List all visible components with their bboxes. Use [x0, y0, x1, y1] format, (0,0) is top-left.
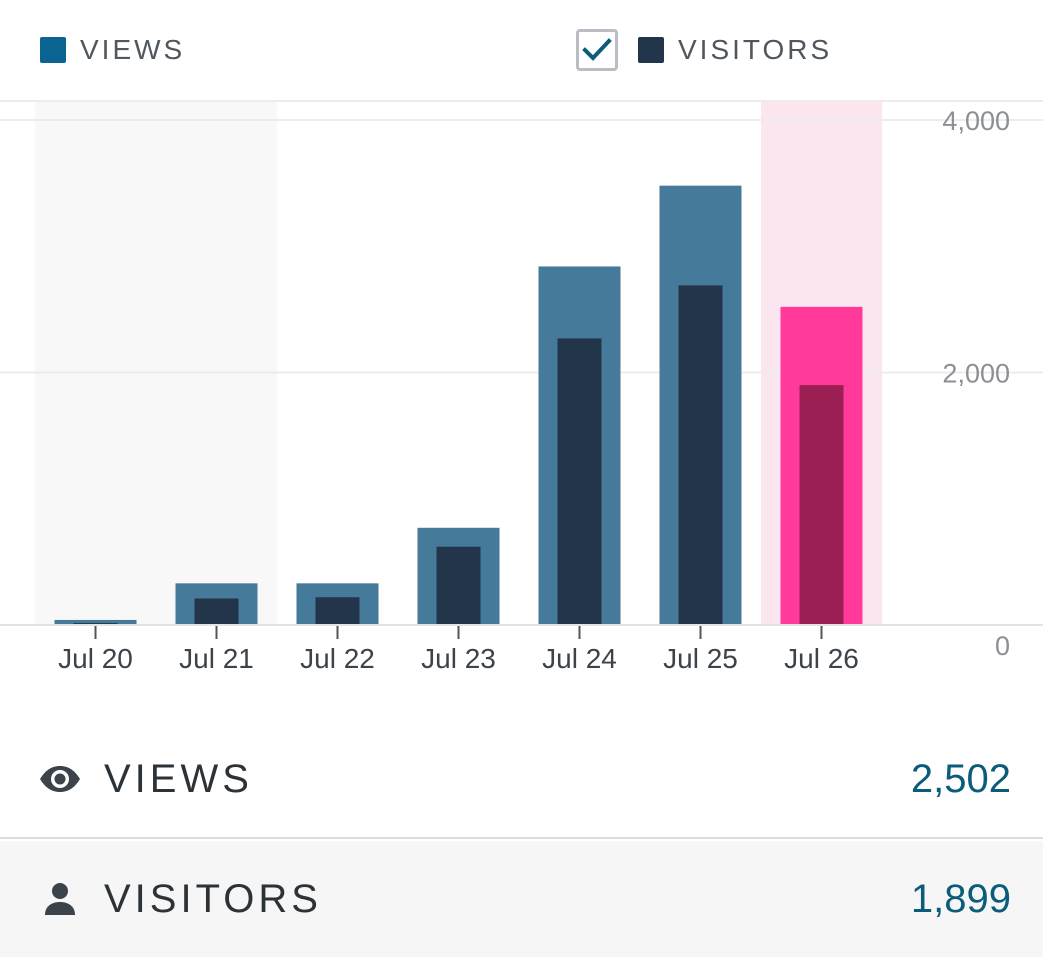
- legend-visitors-label: VISITORS: [678, 34, 833, 65]
- views-bar: [54, 619, 137, 625]
- eye-icon: [36, 759, 84, 799]
- chart-legend: VIEWS VISITORS: [0, 0, 1043, 100]
- x-tick-label: Jul 20: [58, 643, 133, 674]
- weekend-band: [35, 100, 277, 625]
- visitors-bar: [678, 285, 723, 625]
- visitors-bar: [315, 597, 360, 625]
- x-tick-label: Jul 21: [179, 643, 254, 674]
- summary-views-value: 2,502: [910, 756, 1011, 801]
- views-swatch: [40, 37, 66, 63]
- x-tick-label: Jul 24: [542, 643, 617, 674]
- chart-canvas: 0 2,000 4,000 Jul 20 Jul 21 Jul 22 Jul 23 Jul 2…: [0, 100, 1043, 674]
- visitors-swatch: [638, 37, 664, 63]
- visitors-bar: [436, 546, 481, 625]
- y-tick-label: 4,000: [942, 106, 1010, 136]
- y-tick-label: 2,000: [942, 359, 1010, 389]
- summary-row-views[interactable]: VIEWS 2,502: [0, 721, 1043, 839]
- x-tick-label: Jul 23: [421, 643, 496, 674]
- person-icon: [36, 879, 84, 919]
- legend-views-label: VIEWS: [80, 34, 186, 65]
- x-tick-label: Jul 26: [784, 643, 859, 674]
- visitors-bar: [194, 598, 239, 625]
- summary-row-visitors[interactable]: VISITORS 1,899: [0, 841, 1043, 957]
- legend-item-views: VIEWS: [40, 0, 185, 100]
- summary-visitors-label: VISITORS: [104, 876, 322, 921]
- x-tick-label: Jul 22: [300, 643, 375, 674]
- summary-visitors-value: 1,899: [910, 876, 1011, 921]
- bar-chart: 0 2,000 4,000 Jul 20 Jul 21 Jul 22 Jul 23 Jul 2…: [0, 100, 1043, 690]
- summary-views-label: VIEWS: [104, 756, 253, 801]
- x-tick-label: Jul 25: [663, 643, 738, 674]
- legend-item-visitors: VISITORS: [576, 0, 832, 100]
- visitors-bar: [799, 385, 844, 625]
- checkmark-icon: [582, 38, 612, 61]
- visitors-bar: [557, 338, 602, 625]
- y-tick-label: 0: [995, 631, 1010, 661]
- visitors-checkbox[interactable]: [576, 29, 618, 71]
